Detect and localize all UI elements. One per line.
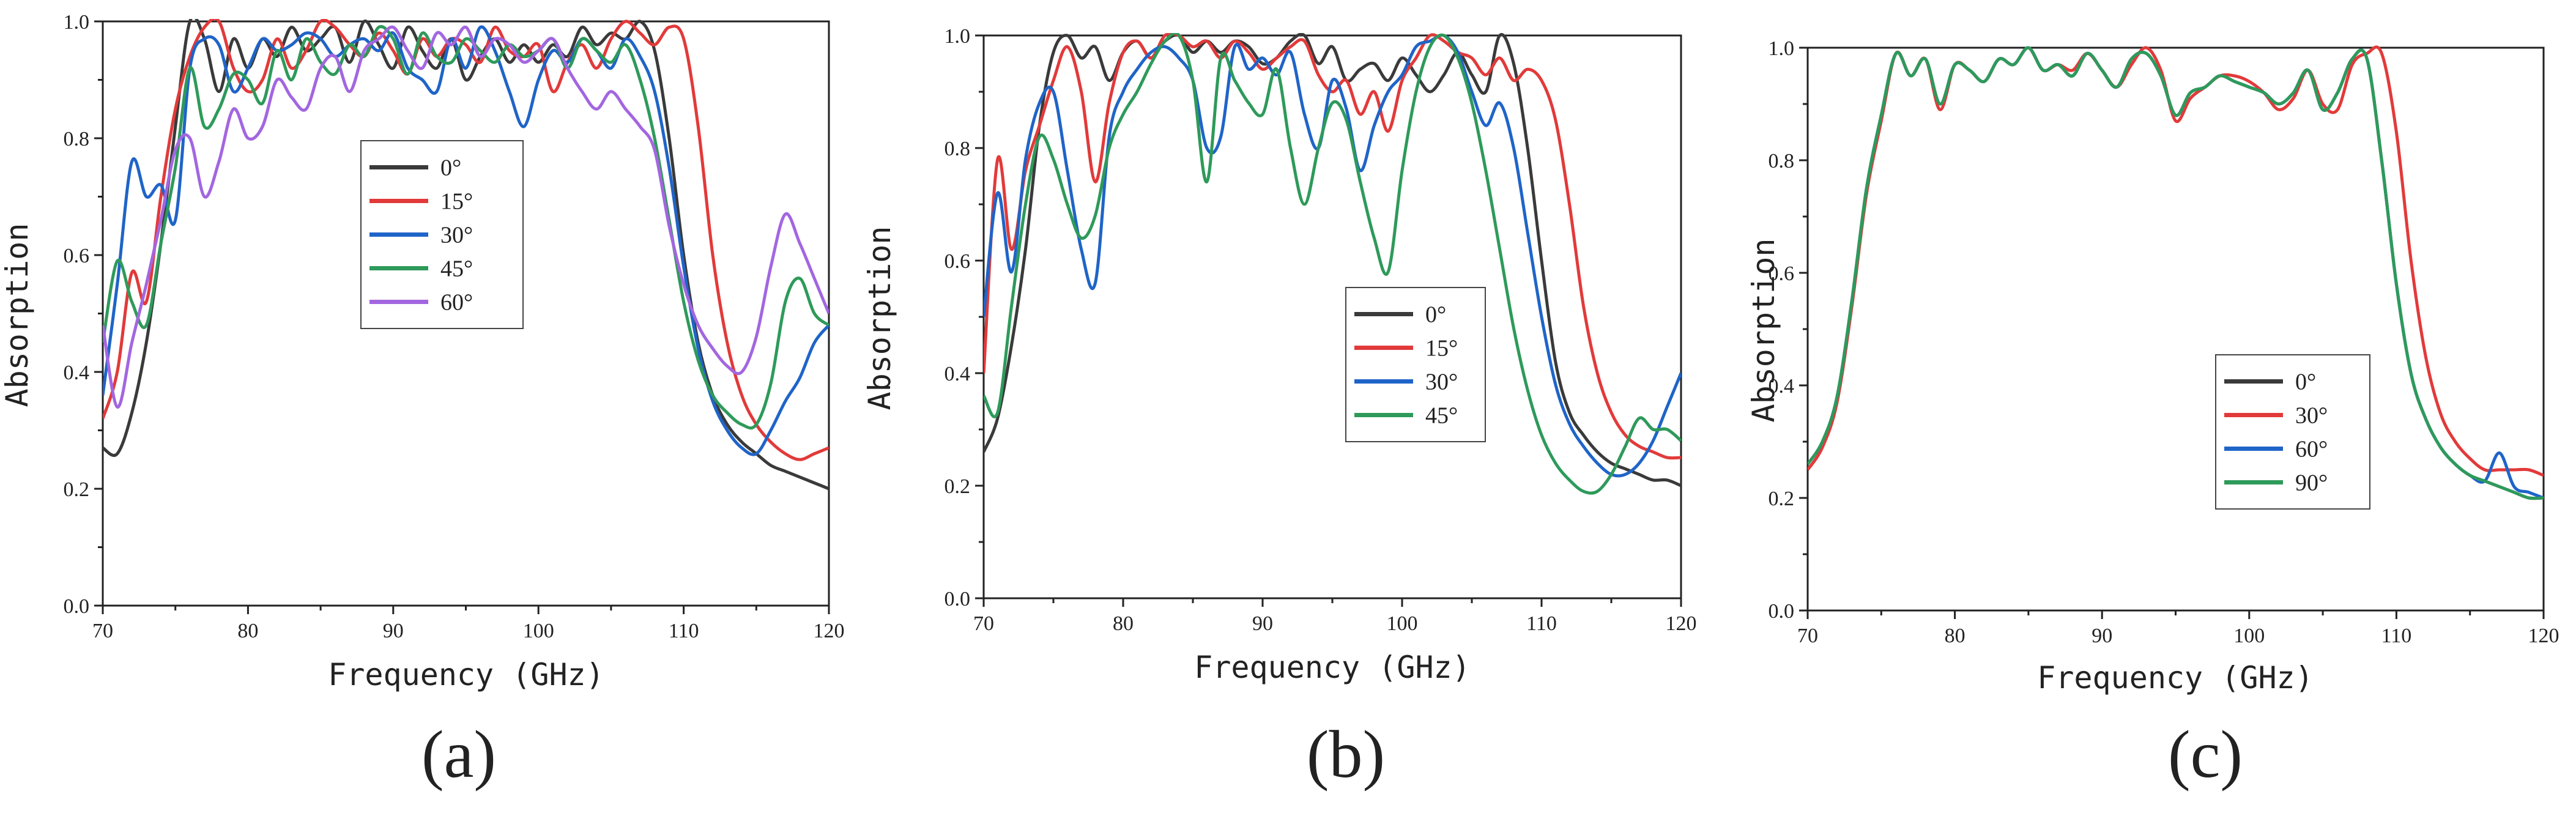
x-tick-label: 90 <box>1252 612 1273 635</box>
y-tick-label: 0.2 <box>1769 488 1795 510</box>
y-tick-label: 0.0 <box>64 595 90 618</box>
y-tick-label: 0.8 <box>64 128 90 150</box>
x-tick-label: 100 <box>2233 625 2265 647</box>
y-tick-label: 0.2 <box>945 475 971 498</box>
y-axis-title: Absorption <box>862 226 897 410</box>
legend-entry-label: 90° <box>2295 470 2328 496</box>
series-line-5 <box>103 25 829 409</box>
x-tick-label: 80 <box>237 620 258 642</box>
y-tick-label: 0.4 <box>64 362 90 384</box>
legend-entry-label: 30° <box>2295 403 2328 429</box>
x-tick-label: 100 <box>1387 612 1418 635</box>
chart-panel-3: 70 80 90 100 110 120 0.0 0.2 0.4 0.6 0.8 1.0 Frequen… <box>1746 37 2559 792</box>
x-tick-label: 120 <box>1666 612 1697 635</box>
x-axis-title: Frequency (GHz) <box>328 657 604 692</box>
y-tick-label: 0.0 <box>945 588 971 610</box>
legend-entry-label: 0° <box>440 155 461 181</box>
legend: 0° 15° 30° 45° 60° <box>360 140 524 329</box>
y-tick-label: 0.4 <box>945 363 971 385</box>
legend: 0° 15° 30° 45° <box>1345 287 1486 442</box>
series-line-1 <box>984 33 1681 488</box>
x-tick-label: 80 <box>1945 625 1965 647</box>
x-tick-label: 80 <box>1113 612 1134 635</box>
series-group <box>1808 45 2544 500</box>
series-group <box>984 33 1681 495</box>
x-tick-label: 90 <box>383 620 404 642</box>
plot-frame <box>1806 46 2545 612</box>
legend-entry-label: 45° <box>440 256 473 282</box>
x-tick-label: 110 <box>1526 612 1557 635</box>
legend-entry-label: 0° <box>1425 302 1446 328</box>
series-line-4 <box>984 33 1681 495</box>
x-tick-label: 70 <box>1797 625 1818 647</box>
x-axis-title: Frequency (GHz) <box>2037 660 2314 696</box>
y-tick-label: 0.0 <box>1769 600 1795 623</box>
series-line-4 <box>103 24 829 430</box>
chart-panel-1: 70 80 90 100 110 120 0.0 0.2 0.4 0.6 0.8 1.0 Frequen… <box>0 11 845 792</box>
y-tick-label: 1.0 <box>945 25 971 48</box>
y-tick-label: 0.6 <box>945 250 971 273</box>
x-tick-label: 70 <box>973 612 994 635</box>
legend-entry-label: 15° <box>440 189 473 215</box>
y-axis-title: Absorption <box>0 223 35 407</box>
legend-entry-label: 45° <box>1425 403 1458 429</box>
x-tick-label: 110 <box>2381 625 2412 647</box>
legend: 0° 30° 60° 90° <box>2215 354 2370 510</box>
legend-entry-label: 30° <box>1425 369 1458 395</box>
series-line-4 <box>1808 46 2544 500</box>
y-tick-label: 1.0 <box>1769 37 1795 60</box>
y-tick-label: 0.6 <box>1769 262 1795 285</box>
legend-box <box>2215 354 2370 510</box>
x-axis-title: Frequency (GHz) <box>1194 650 1471 685</box>
legend-box <box>1345 287 1486 442</box>
legend-entry-label: 15° <box>1425 336 1458 362</box>
legend-entry-label: 30° <box>440 223 473 248</box>
y-tick-label: 0.6 <box>64 245 90 267</box>
y-tick-label: 0.8 <box>1769 150 1795 173</box>
x-tick-label: 120 <box>2528 625 2559 647</box>
legend-entry-label: 60° <box>440 290 473 316</box>
y-tick-label: 0.4 <box>1769 375 1795 398</box>
plot-frame <box>982 34 1682 599</box>
y-tick-label: 0.2 <box>64 478 90 501</box>
y-axis-title: Absorption <box>1746 238 1781 422</box>
y-tick-label: 1.0 <box>64 11 90 34</box>
x-tick-label: 100 <box>523 620 554 642</box>
series-line-2 <box>984 33 1681 460</box>
y-tick-label: 0.8 <box>945 138 971 160</box>
legend-entry-label: 60° <box>2295 437 2328 462</box>
legend-entry-label: 0° <box>2295 369 2316 395</box>
x-tick-label: 120 <box>814 620 845 642</box>
x-tick-label: 110 <box>669 620 699 642</box>
panel-label: (c) <box>2168 717 2243 792</box>
x-tick-label: 90 <box>2092 625 2112 647</box>
series-line-2 <box>1808 45 2544 477</box>
series-group <box>103 19 829 491</box>
series-line-3 <box>984 33 1681 478</box>
panel-label: (a) <box>421 717 496 792</box>
chart-panel-2: 70 80 90 100 110 120 0.0 0.2 0.4 0.6 0.8 1.0 Frequen… <box>862 25 1697 792</box>
x-tick-label: 70 <box>92 620 113 642</box>
panel-label: (b) <box>1307 717 1385 792</box>
